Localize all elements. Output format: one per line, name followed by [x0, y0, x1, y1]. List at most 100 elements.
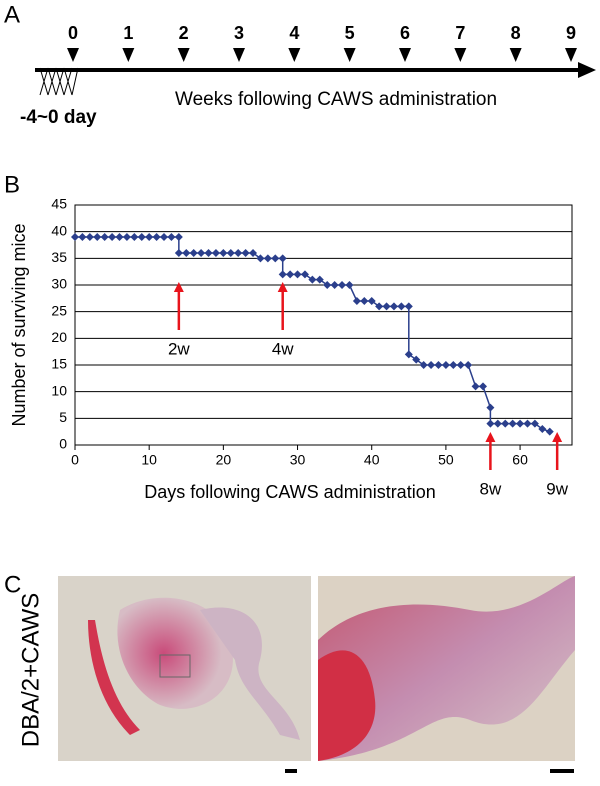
strain-label: DBA/2+CAWS [17, 593, 44, 748]
y-tick-label: 15 [51, 356, 67, 372]
data-point [137, 233, 146, 241]
data-point [115, 233, 124, 241]
annotation-label: 9w [546, 479, 568, 498]
data-point [419, 361, 428, 369]
data-point [300, 270, 309, 279]
data-point [286, 270, 295, 279]
data-point [493, 419, 502, 428]
data-point [85, 233, 94, 241]
x-tick-label: 60 [512, 452, 528, 468]
y-tick-label: 45 [51, 196, 67, 212]
data-point [375, 302, 384, 311]
week-label: 4 [289, 23, 299, 43]
x-tick-label: 50 [438, 452, 454, 468]
tissue [200, 607, 300, 740]
week-marker [67, 48, 79, 62]
data-point [182, 249, 191, 257]
data-point [478, 382, 487, 391]
data-point [516, 419, 525, 428]
data-point [122, 233, 131, 241]
data-point [449, 361, 458, 369]
data-point [323, 281, 332, 289]
x-tick-label: 20 [216, 452, 232, 468]
data-point [93, 233, 102, 241]
data-point [330, 281, 339, 289]
week-marker [399, 48, 411, 62]
week-label: 5 [345, 23, 355, 43]
data-point [263, 254, 272, 263]
timeline-axis-label: Weeks following CAWS administration [175, 89, 497, 110]
y-tick-label: 0 [59, 436, 67, 452]
timeline-start-label: -4~0 day [20, 107, 97, 128]
y-tick-label: 35 [51, 249, 67, 265]
injection-marks [39, 67, 79, 96]
annotation-label: 4w [272, 339, 294, 358]
y-axis-title: Number of surviving mice [9, 223, 29, 426]
data-point [538, 425, 547, 433]
y-tick-label: 25 [51, 302, 67, 318]
data-point [78, 233, 87, 241]
data-point [345, 281, 354, 289]
data-point [382, 302, 391, 311]
week-label: 0 [68, 23, 78, 43]
data-point [434, 361, 443, 369]
plot-area [74, 204, 573, 446]
data-point [360, 297, 369, 305]
data-point [241, 249, 250, 257]
annotation-label: 8w [480, 479, 502, 498]
annotation-arrowhead [277, 282, 288, 292]
week-label: 7 [455, 23, 465, 43]
data-point [441, 361, 450, 369]
data-point [456, 361, 465, 369]
data-point [219, 249, 228, 257]
inset-box [159, 654, 191, 678]
week-marker [122, 48, 135, 62]
panel-label: A [4, 1, 20, 28]
annotation-label: 2w [168, 339, 190, 358]
week-marker [509, 48, 522, 62]
x-axis-title: Days following CAWS administration [144, 482, 435, 502]
data-point [367, 297, 376, 305]
tissue [318, 650, 376, 761]
data-point [71, 233, 79, 241]
week-label: 3 [234, 23, 244, 43]
x-tick-label: 10 [141, 452, 157, 468]
data-point [130, 233, 139, 241]
data-point [174, 233, 183, 241]
y-tick-label: 30 [51, 276, 67, 292]
data-point [197, 249, 206, 257]
data-point [160, 233, 169, 241]
data-point [404, 350, 413, 359]
week-marker [565, 48, 577, 62]
data-point [501, 419, 510, 428]
annotation-arrowhead [485, 432, 496, 442]
data-point [486, 419, 495, 428]
timeline-arrowhead [578, 62, 596, 78]
annotation-arrowhead [552, 432, 563, 442]
x-tick-label: 40 [364, 452, 380, 468]
data-point [464, 361, 473, 369]
week-label: 9 [566, 23, 576, 43]
data-point [271, 254, 280, 263]
data-point [397, 302, 406, 311]
data-point [352, 297, 361, 305]
annotation-arrowhead [173, 282, 184, 292]
data-point [308, 275, 317, 284]
data-point [412, 355, 421, 364]
data-point [189, 249, 198, 257]
data-point [389, 302, 398, 311]
data-point [278, 270, 287, 279]
data-point [404, 302, 413, 311]
week-label: 6 [400, 23, 410, 43]
week-marker [177, 48, 190, 62]
data-point [211, 249, 220, 257]
week-marker [288, 48, 301, 62]
tissue [117, 597, 233, 709]
data-point [100, 233, 109, 241]
tissue [88, 620, 140, 735]
y-tick-label: 5 [59, 409, 67, 425]
data-point [523, 419, 532, 428]
week-label: 1 [123, 23, 133, 43]
y-tick-label: 40 [51, 222, 67, 238]
